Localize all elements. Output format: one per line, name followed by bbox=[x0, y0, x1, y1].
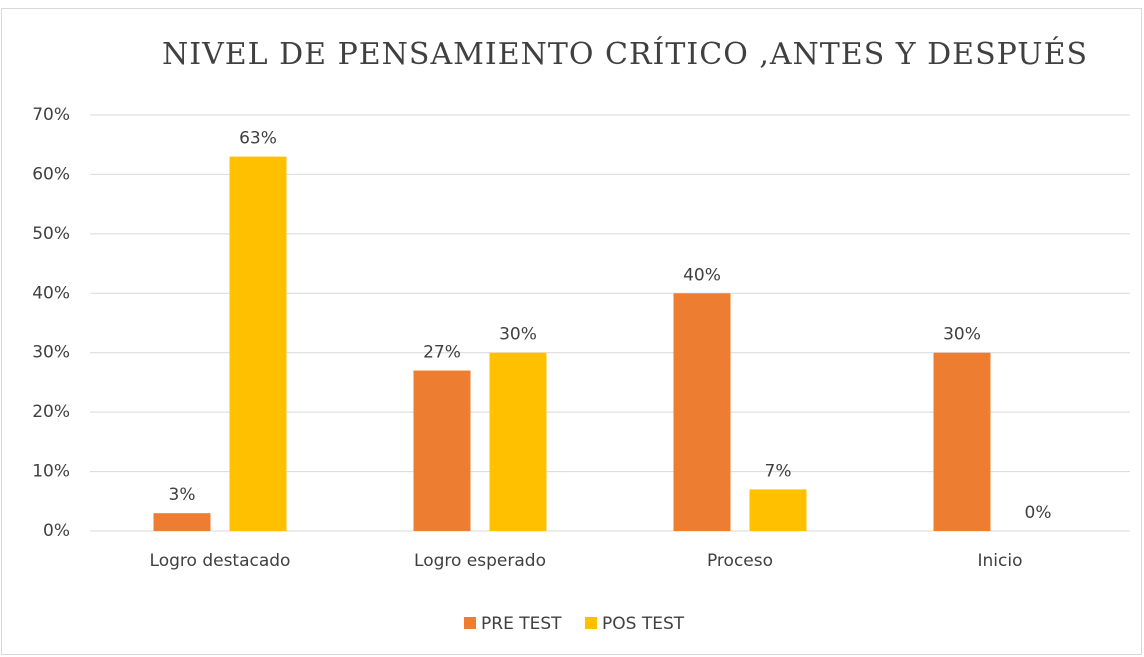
y-tick-label: 40% bbox=[32, 283, 70, 303]
bar bbox=[229, 156, 287, 531]
bar bbox=[673, 293, 731, 531]
legend-label: PRE TEST bbox=[481, 614, 562, 634]
y-tick-label: 60% bbox=[32, 164, 70, 184]
x-tick-label: Inicio bbox=[978, 551, 1023, 571]
data-label: 7% bbox=[765, 461, 792, 481]
x-tick-label: Logro destacado bbox=[150, 551, 291, 571]
data-label: 27% bbox=[423, 343, 461, 363]
bar bbox=[933, 352, 991, 531]
data-label: 40% bbox=[683, 265, 721, 285]
data-label: 30% bbox=[499, 325, 537, 345]
x-tick-label: Proceso bbox=[707, 551, 773, 571]
chart-title: NIVEL DE PENSAMIENTO CRÍTICO ,ANTES Y DE… bbox=[162, 36, 1088, 72]
y-tick-label: 10% bbox=[32, 462, 70, 482]
bar bbox=[413, 370, 471, 531]
y-tick-label: 70% bbox=[32, 105, 70, 125]
y-tick-label: 50% bbox=[32, 224, 70, 244]
y-tick-label: 0% bbox=[43, 521, 70, 541]
data-label: 30% bbox=[943, 325, 981, 345]
data-label: 3% bbox=[169, 485, 196, 505]
chart-border bbox=[1, 8, 1142, 655]
legend-swatch bbox=[464, 617, 476, 629]
legend-swatch bbox=[585, 617, 597, 629]
bar bbox=[489, 352, 547, 531]
y-tick-label: 30% bbox=[32, 343, 70, 363]
x-tick-label: Logro esperado bbox=[414, 551, 546, 571]
bar bbox=[749, 489, 807, 531]
legend-label: POS TEST bbox=[602, 614, 685, 634]
data-label: 0% bbox=[1025, 503, 1052, 523]
y-tick-label: 20% bbox=[32, 402, 70, 422]
bar bbox=[153, 513, 211, 531]
data-label: 63% bbox=[239, 129, 277, 149]
